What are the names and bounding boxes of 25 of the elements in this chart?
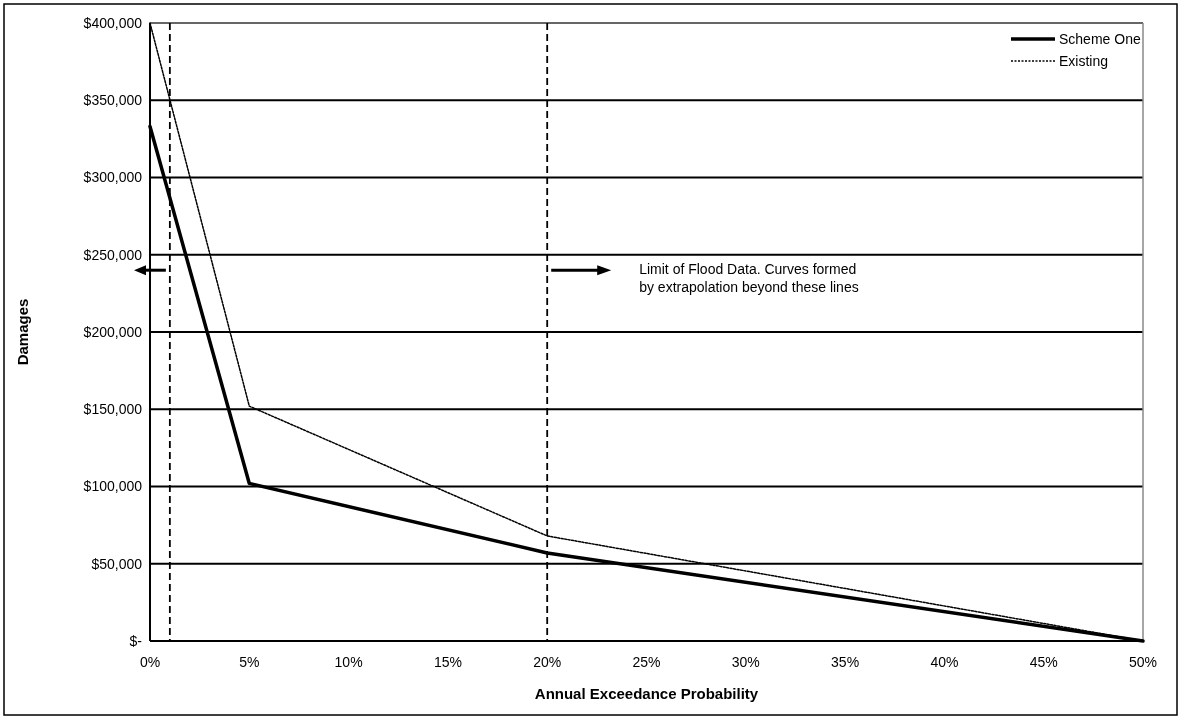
x-tick-label: 50% [1128, 654, 1158, 670]
y-tick-label: $50,000 [91, 555, 143, 572]
y-tick-label: $150,000 [83, 401, 143, 418]
annotation: Limit of Flood Data. Curves formed by extrapolation beyond these lines [639, 261, 859, 296]
x-tick-label: 5% [239, 654, 260, 670]
y-tick-label: $300,000 [83, 169, 143, 186]
y-axis-title: Damages [14, 298, 31, 366]
x-tick-label: 20% [533, 654, 562, 670]
legend-label: Scheme One [1059, 30, 1141, 47]
x-tick-label: 25% [632, 654, 661, 670]
legend-label: Existing [1059, 52, 1109, 69]
y-tick-label: $200,000 [83, 323, 143, 340]
y-tick-label: $- [129, 632, 143, 649]
x-tick-label: 35% [831, 654, 860, 670]
y-tick-label: $350,000 [83, 92, 143, 109]
y-tick-label: $250,000 [83, 246, 143, 263]
x-tick-label: 0% [139, 654, 161, 670]
x-axis-title: Annual Exceedance Probability [534, 685, 759, 702]
y-tick-label: $100,000 [83, 478, 143, 495]
x-tick-label: 30% [731, 654, 760, 670]
y-tick-label: $400,000 [83, 14, 143, 31]
x-tick-label: 40% [930, 654, 959, 670]
x-tick-label: 10% [334, 654, 363, 670]
x-tick-label: 45% [1029, 654, 1058, 670]
x-tick-label: 15% [433, 654, 462, 670]
